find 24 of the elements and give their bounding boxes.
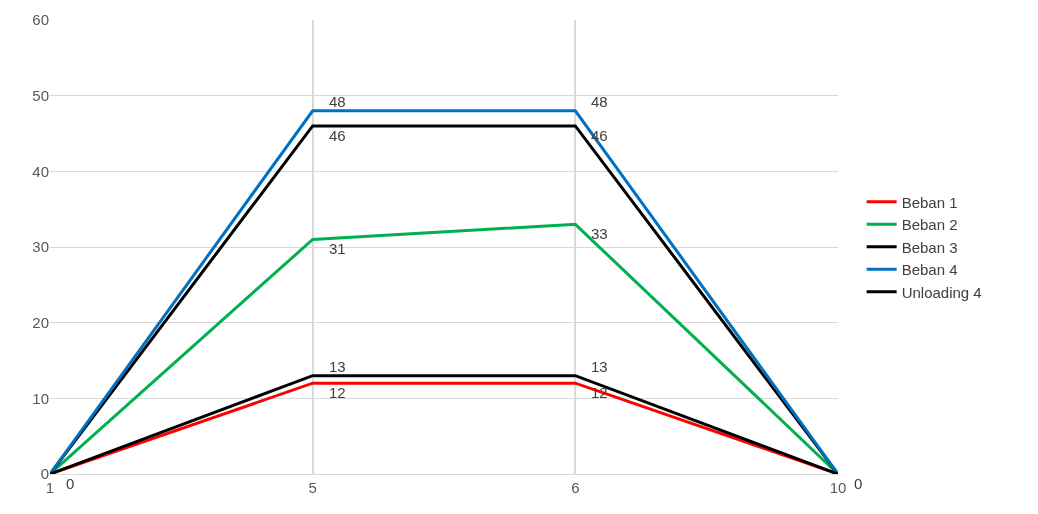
data-label: 13 — [329, 358, 346, 375]
x-tick-label: 6 — [571, 479, 580, 496]
legend-label: Beban 3 — [901, 238, 958, 256]
legend-label: Beban 1 — [901, 193, 958, 211]
data-label: 12 — [329, 384, 346, 401]
data-label: 48 — [329, 93, 346, 110]
y-tick-label: 30 — [32, 238, 49, 256]
legend-label: Beban 4 — [901, 261, 958, 279]
legend-label: Unloading 4 — [901, 283, 982, 301]
data-label: 0 — [66, 475, 75, 492]
y-tick-label: 20 — [32, 313, 49, 331]
y-tick-label: 40 — [32, 162, 49, 180]
x-tick-label: 5 — [308, 479, 317, 496]
legend-label: Beban 2 — [901, 216, 958, 234]
data-label: 48 — [591, 93, 608, 110]
data-label: 31 — [329, 240, 346, 257]
y-tick-label: 10 — [32, 389, 49, 407]
x-tick-label: 10 — [829, 479, 847, 496]
y-tick-label: 60 — [32, 11, 49, 29]
data-label: 46 — [329, 127, 346, 144]
y-tick-label: 50 — [32, 86, 49, 104]
data-label: 33 — [591, 225, 608, 242]
data-label: 0 — [854, 475, 863, 492]
data-label: 13 — [591, 358, 608, 375]
